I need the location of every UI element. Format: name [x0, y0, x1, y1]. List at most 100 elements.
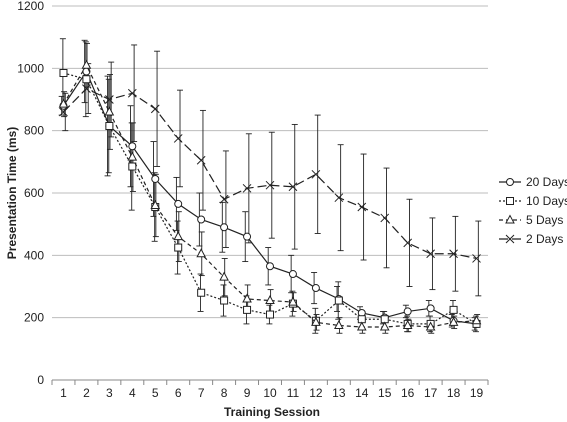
x-marker — [403, 238, 413, 248]
x-marker — [334, 193, 344, 203]
x-tick-label: 14 — [355, 386, 369, 400]
y-tick-label: 600 — [24, 186, 44, 200]
x-marker — [173, 134, 183, 143]
x-tick-label: 7 — [198, 386, 205, 400]
circle-marker — [403, 307, 412, 316]
triangle-marker — [81, 59, 92, 69]
triangle-marker — [311, 316, 321, 326]
y-tick-label: 1200 — [17, 0, 44, 13]
circle-marker — [197, 215, 206, 224]
x-tick-label: 10 — [263, 386, 277, 400]
triangle-marker — [379, 321, 390, 331]
square-marker — [243, 305, 252, 314]
triangle-marker — [356, 321, 367, 331]
square-marker — [82, 75, 91, 84]
x-marker — [105, 95, 114, 104]
square-marker — [220, 296, 229, 305]
grid-lines — [51, 5, 489, 385]
x-tick-label: 17 — [424, 386, 438, 400]
x-marker — [472, 254, 481, 263]
x-tick-label: 8 — [221, 386, 228, 400]
x-marker — [265, 180, 275, 190]
triangle-marker — [104, 106, 115, 116]
y-axis-title: Presentation Time (ms) — [5, 127, 19, 259]
legend-label: 2 Days — [526, 232, 563, 246]
x-tick-label: 3 — [106, 386, 113, 400]
triangle-marker — [127, 151, 138, 161]
triangle-marker — [505, 214, 515, 224]
circle-marker — [426, 304, 435, 313]
square-marker — [197, 288, 206, 297]
x-marker — [505, 234, 515, 244]
triangle-marker — [58, 98, 69, 108]
square-marker — [105, 121, 114, 130]
triangle-marker — [448, 316, 459, 326]
square-marker — [59, 69, 68, 78]
triangle-marker — [265, 294, 275, 305]
square-marker — [128, 162, 137, 171]
x-tick-label: 5 — [152, 386, 159, 400]
x-tick-label: 4 — [129, 386, 136, 400]
triangle-marker — [242, 293, 252, 303]
x-marker — [196, 155, 206, 165]
circle-marker — [128, 142, 137, 151]
triangle-marker — [425, 321, 436, 331]
x-tick-label: 13 — [332, 386, 346, 400]
triangle-marker — [150, 199, 161, 209]
x-marker — [219, 194, 229, 204]
triangle-marker — [402, 319, 413, 329]
legend-label: 5 Days — [526, 213, 563, 227]
x-tick-label: 18 — [447, 386, 461, 400]
x-axis-title: Training Session — [224, 405, 320, 419]
x-tick-label: 11 — [287, 386, 300, 400]
x-tick-label: 1 — [60, 386, 67, 400]
legend-label: 20 Days — [526, 175, 567, 189]
x-marker — [242, 183, 252, 193]
series-group — [58, 59, 482, 331]
square-marker — [334, 296, 343, 305]
square-marker — [266, 310, 274, 319]
triangle-marker — [288, 296, 298, 306]
x-marker — [311, 169, 321, 179]
circle-marker — [243, 232, 252, 241]
x-tick-label: 12 — [309, 386, 323, 400]
square-marker — [506, 197, 514, 205]
series-line — [62, 70, 477, 325]
x-marker — [380, 213, 390, 223]
triangle-marker — [334, 319, 344, 329]
circle-marker — [174, 199, 183, 208]
square-marker — [449, 305, 458, 314]
circle-marker — [311, 284, 320, 293]
circle-marker — [266, 262, 274, 271]
x-tick-label: 9 — [244, 386, 251, 400]
series-line — [63, 72, 477, 325]
x-marker — [288, 182, 298, 192]
y-tick-label: 200 — [24, 311, 44, 325]
x-marker — [59, 107, 68, 117]
y-tick-label: 1000 — [17, 61, 44, 75]
legend-label: 10 Days — [526, 194, 567, 208]
triangle-marker — [196, 248, 206, 258]
x-marker — [426, 249, 435, 259]
square-marker — [174, 243, 183, 252]
triangle-marker — [219, 271, 229, 281]
circle-marker — [220, 223, 229, 232]
y-tick-label: 400 — [24, 248, 44, 262]
x-tick-label: 16 — [401, 386, 415, 400]
x-marker — [127, 88, 137, 98]
triangle-marker — [173, 231, 184, 241]
x-marker — [150, 104, 160, 114]
series-line — [62, 63, 477, 328]
x-tick-label: 19 — [470, 386, 484, 400]
series-line — [63, 87, 477, 260]
x-marker — [357, 202, 367, 212]
circle-marker — [506, 178, 514, 186]
x-tick-label: 2 — [83, 386, 90, 400]
error-bars — [58, 38, 482, 334]
x-tick-label: 6 — [175, 386, 182, 400]
y-tick-label: 800 — [24, 124, 44, 138]
triangle-marker — [471, 315, 482, 325]
circle-marker — [151, 174, 160, 183]
